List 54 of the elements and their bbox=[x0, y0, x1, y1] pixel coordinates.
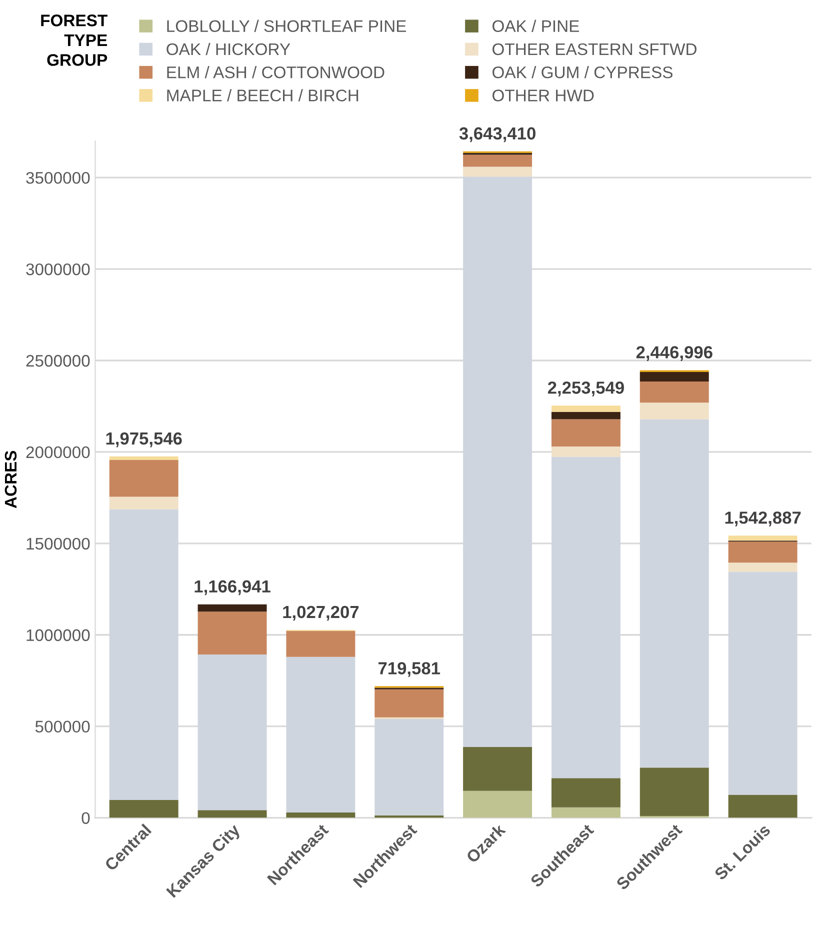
bar bbox=[551, 807, 620, 818]
legend-title: FOREST TYPE GROUP bbox=[41, 14, 108, 66]
total-label: 1,542,887 bbox=[725, 512, 801, 526]
y-tick-label: 1500000 bbox=[26, 538, 90, 550]
total-label: 1,027,207 bbox=[283, 606, 359, 621]
y-tick-label: 3500000 bbox=[26, 172, 90, 184]
total-label: 2,446,996 bbox=[636, 346, 712, 361]
bar bbox=[640, 372, 709, 382]
y-tick-label: 0 bbox=[82, 812, 90, 824]
bar bbox=[109, 460, 178, 497]
bar bbox=[640, 402, 709, 420]
bar bbox=[463, 154, 532, 167]
y-tick-label: 2000000 bbox=[26, 446, 90, 458]
total-label: 3,643,410 bbox=[459, 127, 536, 142]
legend-label: OTHER HWD bbox=[492, 90, 594, 102]
bar bbox=[728, 542, 798, 563]
y-tick-label: 2500000 bbox=[26, 354, 90, 367]
legend-label: LOBLOLLY / SHORTLEAF PINE bbox=[167, 20, 406, 32]
bar bbox=[109, 800, 178, 818]
y-tick-label: 500000 bbox=[35, 720, 90, 733]
bar bbox=[640, 382, 709, 403]
bar bbox=[109, 496, 178, 510]
bar bbox=[551, 419, 620, 446]
legend-label: MAPLE / BEECH / BIRCH bbox=[167, 89, 358, 102]
total-label: 719,581 bbox=[378, 662, 440, 677]
bar bbox=[463, 790, 532, 818]
bar bbox=[463, 166, 532, 177]
legend-label: OTHER EASTERN SFTWD bbox=[492, 43, 696, 56]
bar bbox=[728, 562, 798, 572]
legend-label: ELM / ASH / COTTONWOOD bbox=[167, 66, 384, 78]
total-label: 1,975,546 bbox=[106, 432, 182, 448]
y-tick-label: 3000000 bbox=[26, 263, 90, 276]
bar bbox=[286, 630, 356, 657]
total-label: 2,253,549 bbox=[548, 382, 624, 396]
bar bbox=[551, 778, 620, 808]
bar bbox=[374, 689, 444, 718]
bar bbox=[551, 412, 620, 420]
bar bbox=[109, 456, 178, 460]
bar bbox=[728, 794, 798, 818]
total-label: 1,166,941 bbox=[194, 580, 270, 596]
bar bbox=[198, 810, 267, 818]
bar bbox=[551, 446, 620, 457]
bar bbox=[728, 536, 798, 541]
bar bbox=[286, 812, 356, 818]
legend-label: OAK / PINE bbox=[492, 20, 579, 32]
legend-label: OAK / HICKORY bbox=[166, 42, 290, 56]
bar bbox=[640, 768, 709, 816]
bar bbox=[463, 747, 532, 791]
bar bbox=[551, 406, 620, 412]
bar bbox=[198, 612, 267, 654]
y-axis-title: ACRES bbox=[4, 450, 17, 508]
bar bbox=[198, 604, 267, 612]
legend-label: OAK / GUM / CYPRESS bbox=[492, 66, 672, 78]
y-tick-label: 1000000 bbox=[26, 629, 90, 642]
